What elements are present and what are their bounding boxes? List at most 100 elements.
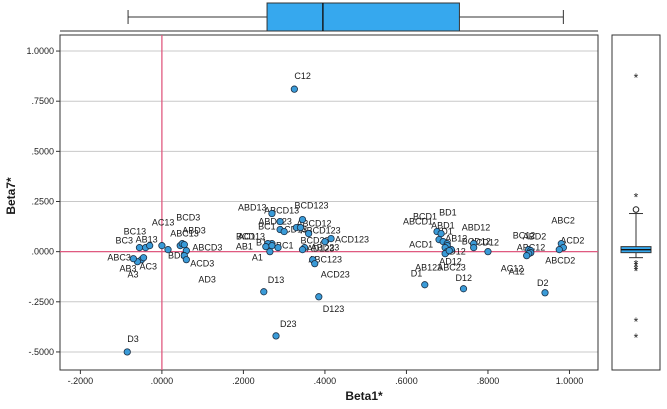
point-label: AD12 [439, 257, 462, 267]
data-point [180, 241, 188, 249]
point-label: BD1 [439, 208, 457, 218]
point-label: D123 [323, 304, 345, 314]
data-point [266, 248, 274, 256]
point-label: BCD3 [176, 213, 200, 223]
point-label: ABD1 [431, 221, 455, 231]
point-label: ABC13 [170, 229, 199, 239]
point-label: AC12 [501, 264, 524, 274]
x-tick-label: -.2000 [68, 376, 94, 386]
point-label: ABC2 [551, 216, 575, 226]
data-point [311, 260, 319, 268]
y-tick-label: -.5000 [28, 347, 54, 357]
point-label: ACD1 [409, 240, 433, 250]
point-label: ACD23 [321, 270, 350, 280]
data-point [315, 293, 323, 301]
y-box-outlier-star: * [634, 71, 639, 85]
data-point [272, 332, 280, 340]
data-point [305, 229, 313, 238]
data-points [123, 85, 567, 356]
point-label: D1 [411, 269, 423, 279]
x-tick-label: .8000 [477, 376, 500, 386]
data-point [298, 246, 307, 254]
point-label: ACD2 [560, 236, 584, 246]
point-label: BD12 [443, 247, 466, 257]
data-point [555, 246, 563, 254]
data-point [260, 288, 268, 296]
point-label: BC1 [258, 222, 276, 232]
point-label: ABC123 [309, 255, 343, 265]
point-label: ABD13 [238, 203, 267, 213]
x-tick-label: .2000 [232, 376, 255, 386]
point-label: AC1 [238, 232, 256, 242]
y-box-outlier-star: * [634, 331, 639, 345]
point-label: B1 [256, 238, 267, 248]
point-label: AC13 [152, 218, 175, 228]
point-label: BCD123 [295, 201, 329, 211]
x-tick-label: .4000 [314, 376, 337, 386]
x-boxplot [127, 2, 564, 32]
data-point [484, 248, 492, 256]
point-label: AB12 [445, 234, 467, 244]
point-label: BD3 [168, 251, 186, 261]
data-point [123, 348, 131, 356]
point-label: ACD3 [190, 259, 214, 269]
point-label: C12 [294, 71, 311, 81]
data-point [274, 244, 282, 252]
point-label: ABD123 [258, 217, 292, 227]
data-point [158, 242, 166, 250]
point-label: ABCD1 [403, 217, 433, 227]
point-label: AB1 [236, 242, 253, 252]
point-label: ACD13 [278, 225, 307, 235]
data-point [437, 229, 445, 238]
point-label: BCD1 [413, 212, 437, 222]
y-axis-title: Beta7* [4, 177, 18, 215]
point-label: D2 [537, 278, 549, 288]
point-label: D3 [127, 334, 139, 344]
data-point [146, 242, 154, 250]
data-point [139, 254, 148, 262]
point-label: D23 [280, 319, 297, 329]
reference-lines [60, 35, 598, 370]
y-box-outlier-star: * [634, 260, 639, 274]
point-label: ABD2 [523, 232, 547, 242]
plot-frame [59, 30, 661, 371]
y-axis-ticks: -.5000 -.2500 .0000 .2500 .5000 .7500 1.0000 [26, 46, 60, 357]
point-label: BC12 [513, 231, 536, 241]
y-box-outlier-circle [632, 206, 640, 213]
point-label: A1 [252, 253, 263, 263]
point-label: ABD3 [182, 226, 206, 236]
data-point [290, 85, 298, 93]
point-label: AB13 [136, 235, 158, 245]
plot-border [59, 34, 599, 371]
y-box-outlier-star: * [634, 258, 639, 272]
point-label: AD3 [198, 275, 216, 285]
point-label: AC3 [140, 262, 158, 272]
data-point [276, 217, 284, 226]
y-tick-label: -.2500 [28, 297, 54, 307]
x-axis-ticks: -.2000 .0000 .2000 .4000 .6000 .8000 1.0000 [68, 370, 584, 386]
point-label: BC13 [124, 227, 147, 237]
data-point [523, 252, 531, 260]
point-label: BCD13 [236, 232, 265, 242]
data-point [135, 244, 144, 252]
point-label: ABC1 [270, 241, 294, 251]
y-tick-label: .2500 [31, 196, 54, 206]
data-point [268, 242, 276, 250]
y-tick-label: .7500 [31, 96, 54, 106]
data-point [182, 256, 190, 264]
x-tick-label: 1.0000 [556, 376, 584, 386]
data-point [129, 255, 137, 263]
point-label: A3 [128, 270, 139, 280]
point-label: ABC3 [107, 253, 131, 263]
point-label: ABD12 [462, 223, 491, 233]
data-point [421, 281, 429, 289]
point-label: BC3 [115, 236, 133, 246]
data-point [280, 227, 288, 236]
data-point [459, 285, 468, 293]
y-tick-label: .0000 [31, 247, 54, 257]
point-label: D12 [456, 273, 473, 283]
data-point [541, 289, 549, 297]
